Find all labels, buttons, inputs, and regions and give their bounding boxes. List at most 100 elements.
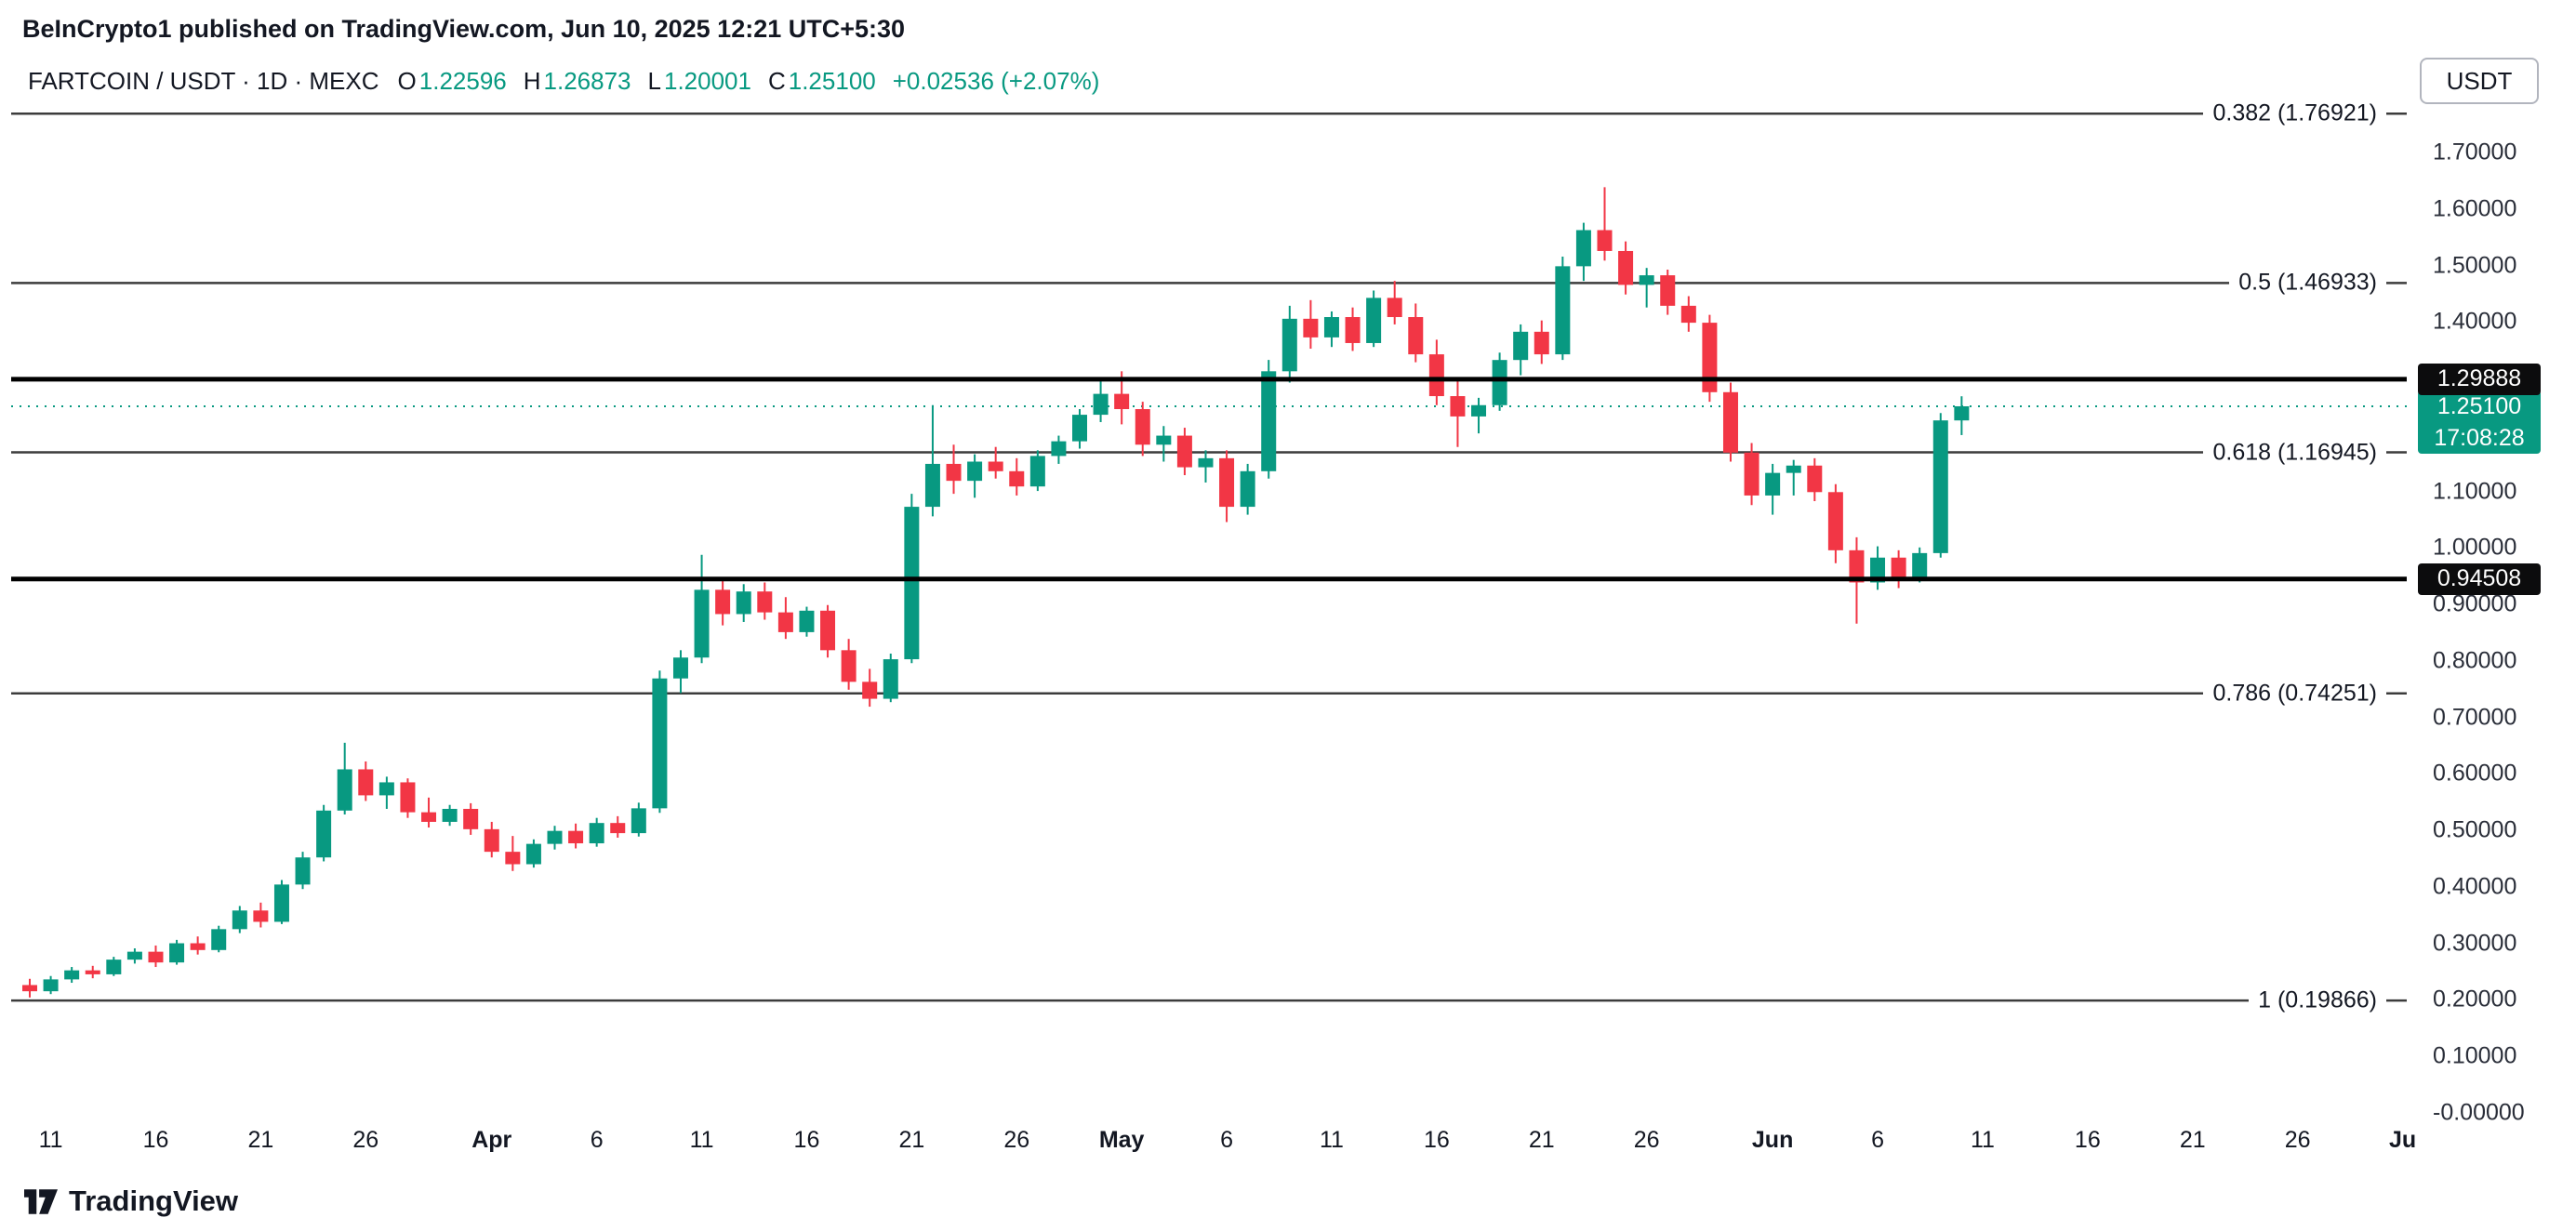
candle[interactable] — [904, 507, 920, 660]
symbol-title[interactable]: FARTCOIN / USDT · 1D · MEXC — [28, 67, 379, 95]
candle[interactable] — [1135, 409, 1150, 445]
candle[interactable] — [1513, 331, 1529, 361]
price-axis-label: 1.00000 — [2433, 534, 2517, 561]
candle[interactable] — [337, 769, 352, 811]
candle[interactable] — [1345, 317, 1361, 343]
candle[interactable] — [988, 461, 1003, 471]
candle[interactable] — [1891, 557, 1906, 579]
candle[interactable] — [1786, 465, 1801, 473]
candle[interactable] — [1912, 552, 1928, 579]
candle[interactable] — [232, 910, 247, 930]
candle[interactable] — [525, 843, 541, 865]
tradingview-logo[interactable]: TradingView — [24, 1185, 238, 1218]
candle[interactable] — [1281, 318, 1297, 372]
candle[interactable] — [1323, 317, 1339, 338]
candle[interactable] — [757, 591, 773, 613]
candle[interactable] — [442, 808, 458, 822]
candle[interactable] — [652, 678, 668, 809]
price-axis[interactable]: 1.70000 1.60000 1.50000 1.40000 1.10000 1.000… — [2418, 0, 2576, 1179]
candle[interactable] — [1366, 298, 1382, 343]
candle[interactable] — [64, 970, 80, 980]
candle[interactable] — [1492, 360, 1507, 405]
candle[interactable] — [1051, 441, 1067, 457]
candle[interactable] — [1618, 250, 1634, 285]
candle[interactable] — [484, 828, 499, 853]
candle[interactable] — [1534, 331, 1549, 355]
candle[interactable] — [1219, 457, 1235, 508]
candle[interactable] — [85, 970, 100, 974]
candle[interactable] — [589, 823, 604, 844]
candle[interactable] — [316, 810, 332, 858]
candle[interactable] — [1009, 470, 1025, 487]
candle[interactable] — [841, 650, 856, 682]
candle[interactable] — [1428, 354, 1444, 397]
candle[interactable] — [463, 808, 479, 829]
candle[interactable] — [126, 951, 142, 960]
candle[interactable] — [400, 782, 416, 813]
candle[interactable] — [43, 979, 59, 992]
candle[interactable] — [169, 943, 185, 963]
candle[interactable] — [1849, 549, 1865, 583]
candle[interactable] — [1450, 396, 1466, 417]
candle[interactable] — [820, 610, 836, 651]
candle[interactable] — [1744, 452, 1759, 496]
candle[interactable] — [672, 657, 688, 679]
candle[interactable] — [1471, 404, 1487, 417]
candle[interactable] — [1156, 435, 1172, 445]
candle[interactable] — [631, 808, 646, 834]
candle[interactable] — [1722, 391, 1738, 453]
candle[interactable] — [883, 659, 898, 699]
candle[interactable] — [295, 857, 311, 885]
candle[interactable] — [694, 589, 710, 658]
candle[interactable] — [1954, 405, 1970, 421]
candle[interactable] — [378, 782, 394, 796]
candle[interactable] — [1702, 323, 1718, 392]
candle[interactable] — [1303, 318, 1319, 338]
candle[interactable] — [1639, 275, 1654, 285]
candle[interactable] — [1597, 230, 1613, 251]
candle[interactable] — [505, 852, 521, 865]
candle[interactable] — [22, 985, 37, 992]
candle[interactable] — [1660, 275, 1676, 306]
candle[interactable] — [1575, 230, 1591, 267]
candle[interactable] — [862, 682, 878, 699]
candle[interactable] — [967, 461, 983, 482]
candle[interactable] — [1176, 435, 1192, 468]
currency-button[interactable]: USDT — [2420, 58, 2539, 104]
candle[interactable] — [1827, 492, 1843, 550]
candle[interactable] — [1932, 420, 1948, 553]
candle[interactable] — [1198, 457, 1214, 468]
candle[interactable] — [924, 463, 940, 508]
candle[interactable] — [1261, 371, 1277, 471]
candle[interactable] — [1072, 415, 1087, 442]
candle[interactable] — [1093, 393, 1109, 416]
candle[interactable] — [777, 612, 793, 632]
candle[interactable] — [1240, 470, 1255, 508]
candle[interactable] — [1807, 465, 1823, 493]
candle[interactable] — [736, 591, 751, 615]
candle[interactable] — [946, 463, 962, 482]
candle[interactable] — [358, 769, 374, 796]
candle[interactable] — [1387, 298, 1402, 318]
candle[interactable] — [273, 884, 289, 922]
candle[interactable] — [148, 951, 164, 963]
candle[interactable] — [211, 929, 227, 950]
candle[interactable] — [421, 812, 437, 822]
candle[interactable] — [1680, 305, 1696, 324]
candle[interactable] — [253, 910, 269, 922]
candle[interactable] — [1870, 557, 1886, 583]
candle[interactable] — [1555, 266, 1571, 355]
change-value: +0.02536 (+2.07%) — [892, 67, 1100, 95]
candle[interactable] — [610, 823, 626, 834]
candlestick-plot[interactable]: 11 16 21 26 Apr 6 11 16 21 26 May 6 11 16 21 26 Jun 6 11 16… — [0, 0, 2418, 1181]
candle[interactable] — [799, 610, 815, 632]
candle[interactable] — [106, 960, 122, 974]
candle[interactable] — [1029, 456, 1045, 487]
candle[interactable] — [1114, 393, 1130, 410]
candle[interactable] — [568, 830, 584, 844]
candle[interactable] — [1765, 472, 1781, 496]
candle[interactable] — [547, 830, 563, 844]
candle[interactable] — [1408, 317, 1424, 355]
candle[interactable] — [190, 943, 206, 950]
candle[interactable] — [715, 589, 731, 615]
